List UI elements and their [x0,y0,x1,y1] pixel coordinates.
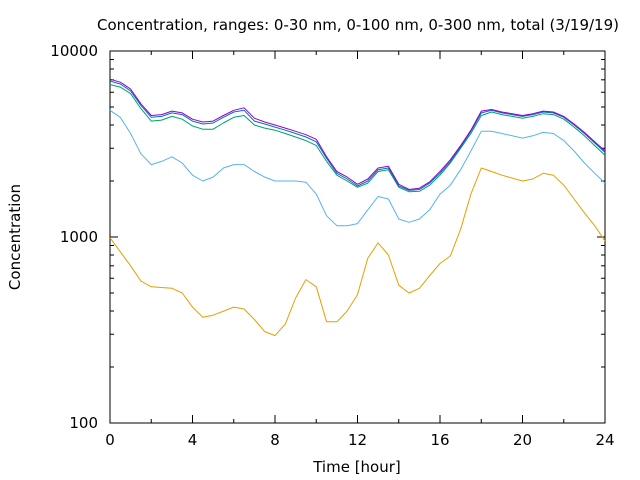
x-tick-label: 24 [595,431,614,449]
series-line-5 [109,78,606,190]
x-tick-label: 16 [430,431,449,449]
series-line-3 [109,84,606,193]
series-lines [109,78,606,337]
y-axis-tick-labels: 100 1000 10000 [50,42,98,432]
x-tick-label: 0 [105,431,115,449]
y-tick-label: 1000 [60,228,98,246]
axis-ticks [109,50,606,424]
x-tick-label: 12 [348,431,367,449]
y-tick-label: 100 [69,414,98,432]
series-line-2 [109,109,606,227]
x-tick-label: 8 [270,431,280,449]
plot-area-frame [109,50,606,424]
series-line-1 [109,167,606,337]
series-line-4 [109,80,606,191]
x-tick-label: 4 [188,431,198,449]
x-tick-label: 20 [513,431,532,449]
chart-title: Concentration, ranges: 0-30 nm, 0-100 nm… [97,16,619,34]
x-axis-tick-labels: 0 4 8 12 16 20 24 [105,431,614,449]
x-axis-label: Time [hour] [312,458,401,476]
y-axis-label: Concentration [6,184,24,290]
y-tick-label: 10000 [50,42,98,60]
